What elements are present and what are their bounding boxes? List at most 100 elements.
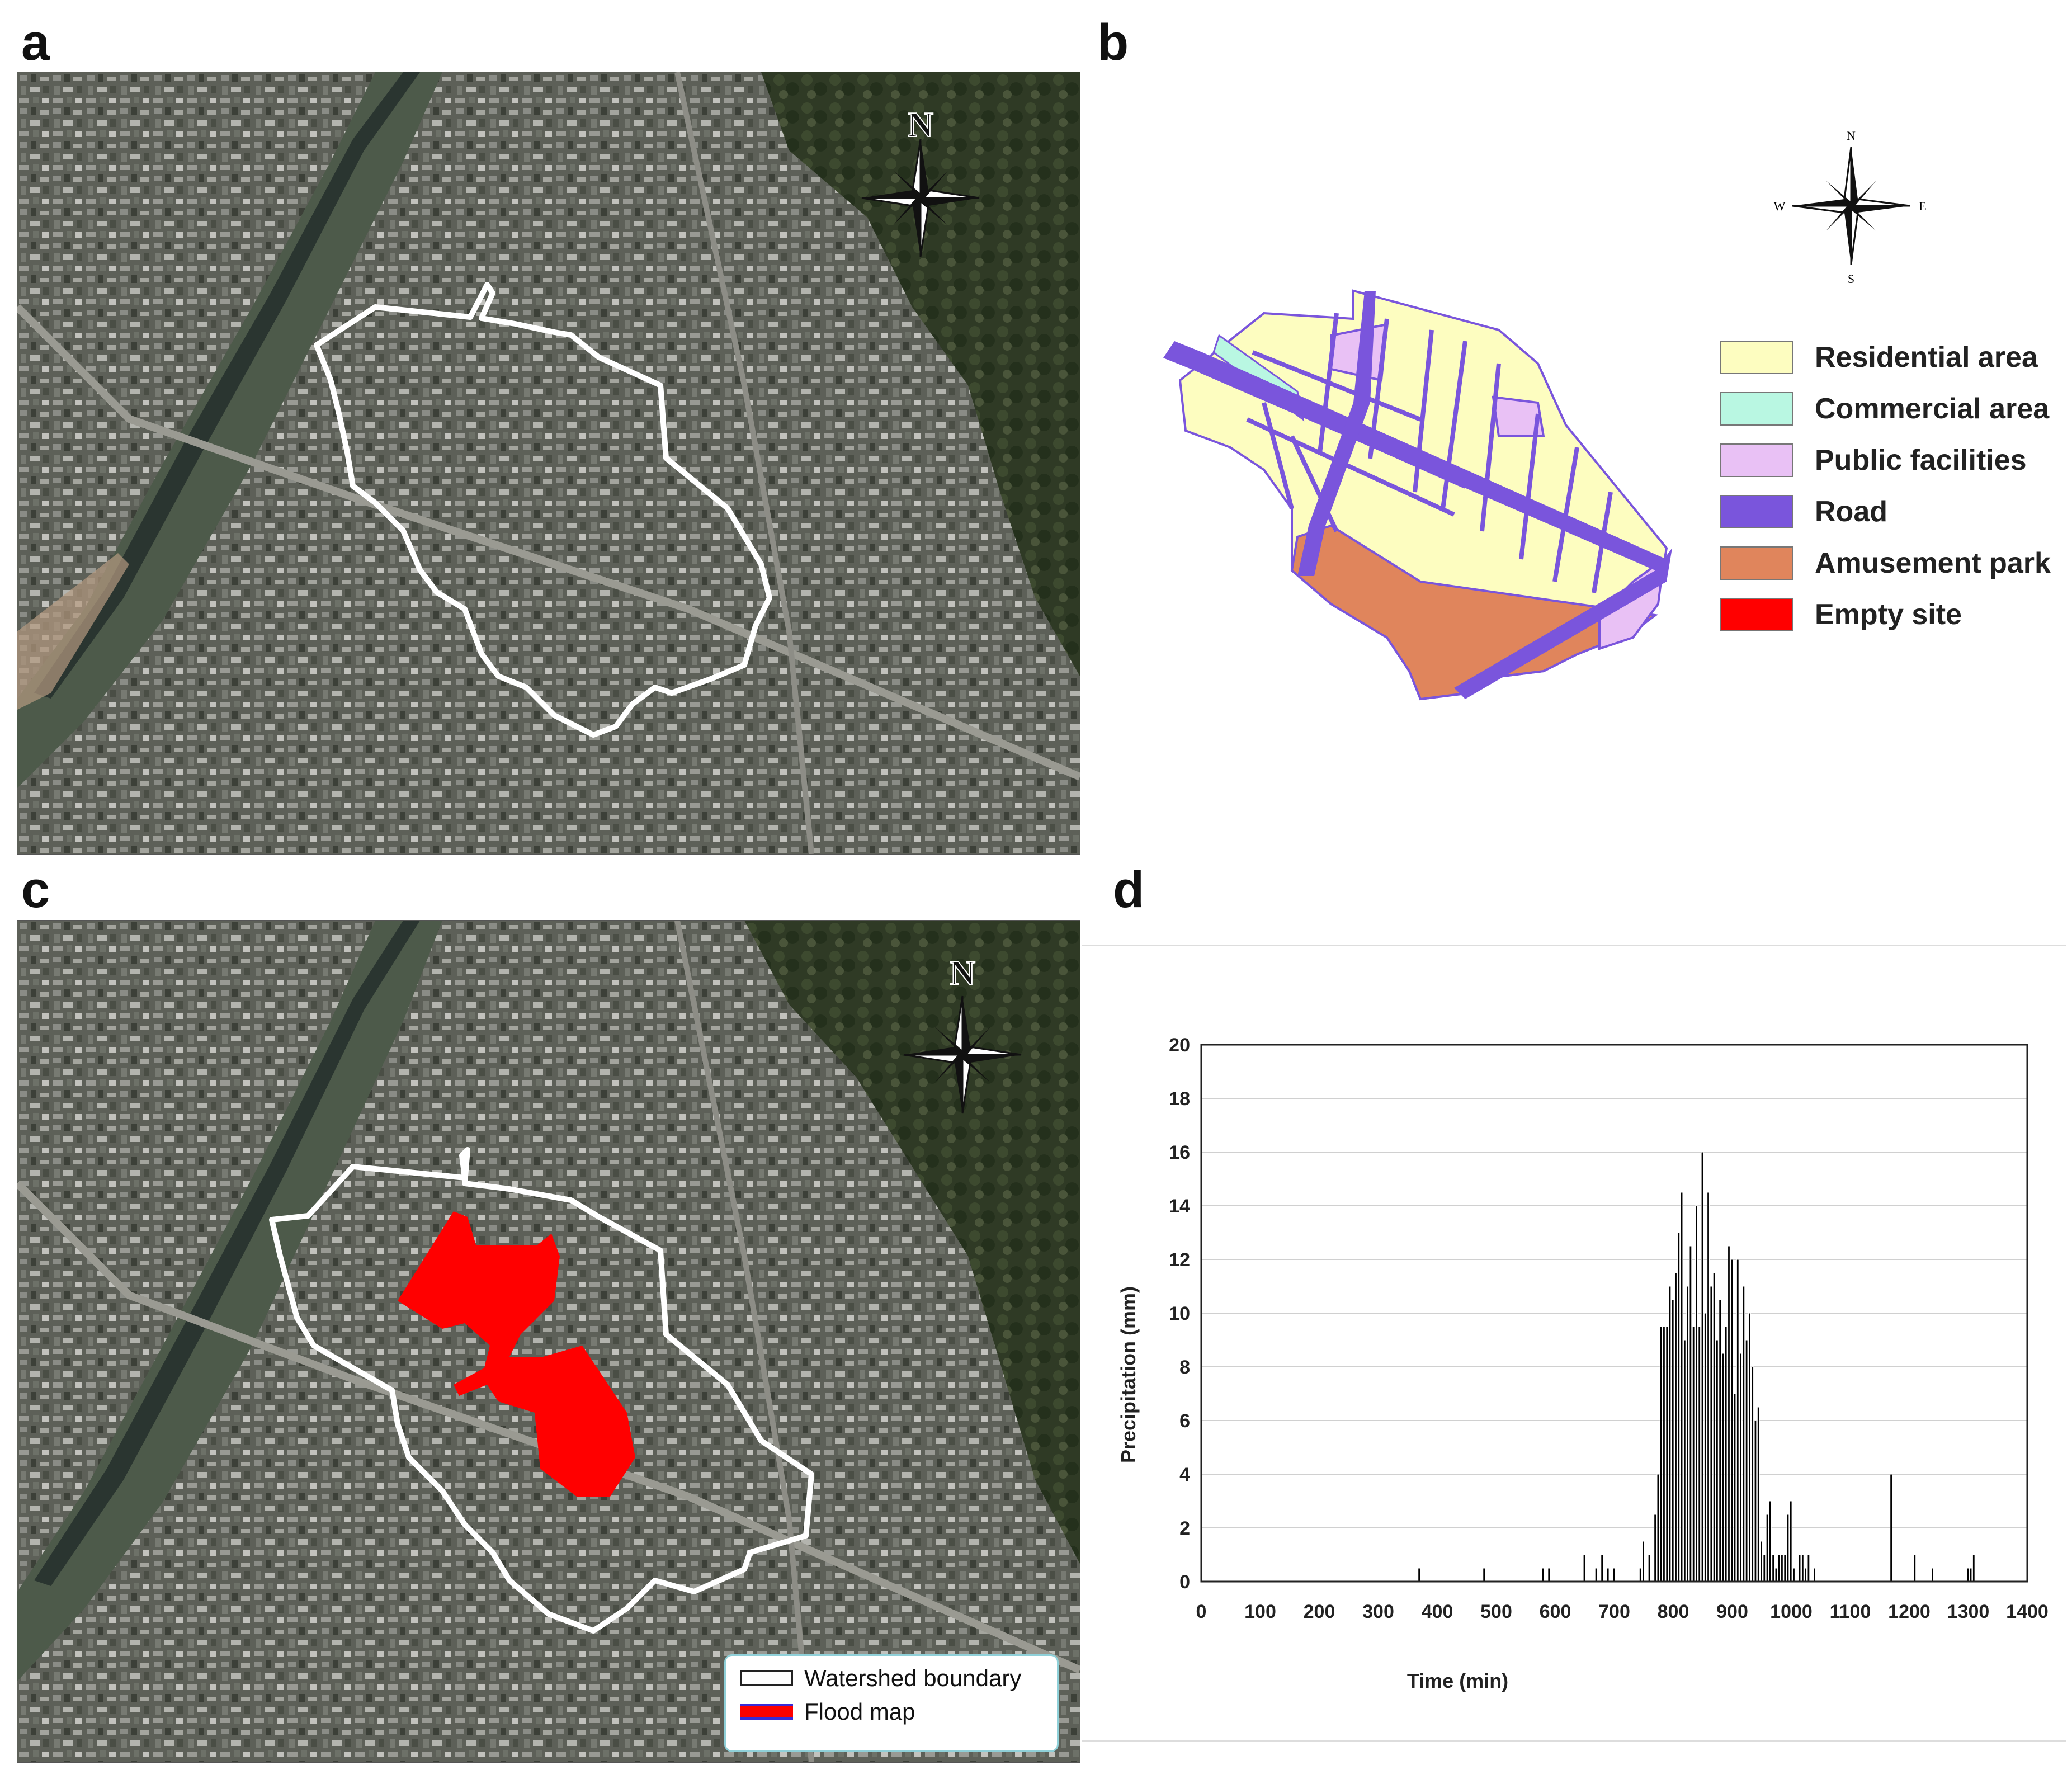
x-tick-label: 100	[1244, 1601, 1276, 1622]
x-tick-label: 1100	[1830, 1601, 1871, 1622]
y-tick-label: 0	[1179, 1571, 1190, 1593]
legend-swatch	[1720, 341, 1793, 374]
compass-icon	[861, 139, 980, 257]
land-use-map-b	[1152, 268, 1678, 749]
precipitation-bar	[1712, 1272, 1716, 1582]
precipitation-bar	[1913, 1554, 1917, 1582]
precipitation-bar	[1813, 1568, 1816, 1582]
precipitation-bar	[1583, 1554, 1586, 1582]
precipitation-bar	[1418, 1568, 1420, 1582]
panel-label-c: c	[21, 861, 50, 918]
watershed-boundary-a	[314, 282, 772, 738]
flood-map-area	[398, 1211, 635, 1497]
legend-item-road: Road	[1720, 493, 2066, 532]
legend-label: Flood map	[804, 1698, 915, 1725]
precipitation-bar	[1612, 1568, 1616, 1582]
x-tick-label: 500	[1480, 1601, 1512, 1622]
precipitation-bar	[1654, 1514, 1656, 1582]
precipitation-bar	[1683, 1339, 1686, 1582]
precipitation-bar	[1766, 1514, 1769, 1582]
precipitation-bar	[1701, 1152, 1704, 1582]
legend-item-amusement: Amusement park	[1720, 544, 2066, 583]
precipitation-bar	[1792, 1568, 1795, 1582]
precipitation-bar	[1804, 1568, 1807, 1582]
precipitation-bar	[1692, 1326, 1695, 1582]
legend-item-public: Public facilities	[1720, 441, 2066, 480]
x-tick-label: 1400	[2006, 1601, 2049, 1622]
satellite-map-c: N	[17, 920, 1080, 1763]
precipitation-bar	[1642, 1541, 1645, 1582]
precipitation-bar	[1483, 1568, 1486, 1582]
precipitation-bar	[1742, 1286, 1745, 1582]
precipitation-bar	[1689, 1245, 1692, 1582]
precipitation-bar	[1728, 1245, 1730, 1582]
x-tick-label: 900	[1716, 1601, 1748, 1622]
precipitation-bar	[1659, 1326, 1663, 1582]
flood-legend: Watershed boundary Flood map	[724, 1654, 1059, 1752]
precipitation-bar	[1798, 1554, 1801, 1582]
compass-e-label: E	[1919, 199, 1926, 213]
precipitation-bar	[1680, 1192, 1683, 1582]
precipitation-bar	[1781, 1554, 1783, 1582]
legend-label: Residential area	[1815, 341, 2038, 374]
compass-north-label: N	[908, 105, 933, 144]
panel-divider-bottom	[1082, 1740, 2066, 1742]
precipitation-bar	[1772, 1554, 1774, 1582]
precipitation-bar	[1757, 1407, 1760, 1582]
plot-frame	[1200, 1044, 2028, 1583]
y-tick-label: 4	[1179, 1464, 1190, 1485]
legend-label: Commercial area	[1815, 393, 2050, 425]
precipitation-bar	[1671, 1299, 1674, 1582]
precipitation-bar	[1665, 1326, 1669, 1582]
x-tick-label: 400	[1422, 1601, 1453, 1622]
legend-label: Road	[1815, 495, 1887, 528]
legend-swatch	[740, 1670, 793, 1686]
precipitation-bar	[1698, 1326, 1701, 1582]
precipitation-bar	[1730, 1259, 1734, 1582]
y-tick-label: 2	[1179, 1518, 1190, 1539]
precipitation-bar	[1972, 1554, 1975, 1582]
precipitation-bar	[1648, 1554, 1651, 1582]
legend-item-commercial: Commercial area	[1720, 390, 2066, 429]
compass-icon-b: N S E W	[1774, 129, 1927, 286]
precipitation-bar	[1801, 1554, 1804, 1582]
y-tick-label: 14	[1169, 1196, 1190, 1217]
precipitation-bar	[1677, 1232, 1681, 1582]
legend-swatch	[1720, 443, 1793, 477]
precipitation-bar	[1703, 1313, 1707, 1582]
x-tick-label: 800	[1658, 1601, 1689, 1622]
precipitation-bar	[1639, 1568, 1642, 1582]
precipitation-bar	[1695, 1205, 1698, 1582]
precipitation-bar	[1966, 1568, 1970, 1582]
x-axis-label: Time (min)	[1407, 1669, 1508, 1692]
panel-divider-top	[1082, 945, 2066, 946]
precipitation-bar	[1739, 1353, 1742, 1582]
legend-item-flood: Flood map	[740, 1696, 1053, 1730]
x-tick-label: 700	[1598, 1601, 1630, 1622]
panel-label-d: d	[1113, 861, 1145, 918]
precipitation-bar	[1786, 1514, 1790, 1582]
y-tick-label: 18	[1169, 1088, 1190, 1110]
y-tick-label: 6	[1179, 1410, 1190, 1432]
compass-icon	[903, 995, 1022, 1114]
precipitation-bar	[1969, 1568, 1972, 1582]
precipitation-bar	[1606, 1568, 1610, 1582]
precipitation-bar	[1733, 1393, 1736, 1582]
x-tick-label: 200	[1304, 1601, 1335, 1622]
precipitation-bar	[1745, 1339, 1748, 1582]
precipitation-bar	[1663, 1326, 1665, 1582]
precipitation-bar	[1721, 1353, 1725, 1582]
legend-label: Public facilities	[1815, 444, 2027, 476]
precipitation-bar	[1807, 1554, 1810, 1582]
compass-north-label: N	[950, 953, 975, 993]
precipitation-bar	[1768, 1500, 1772, 1582]
legend-item-residential: Residential area	[1720, 338, 2066, 377]
precipitation-bar	[1719, 1299, 1722, 1582]
y-tick-label: 20	[1169, 1035, 1190, 1056]
legend-swatch	[740, 1704, 793, 1720]
precipitation-bar	[1754, 1420, 1757, 1582]
precipitation-bar	[1668, 1286, 1672, 1582]
precipitation-bar	[1736, 1259, 1739, 1582]
precipitation-bar	[1774, 1568, 1778, 1582]
